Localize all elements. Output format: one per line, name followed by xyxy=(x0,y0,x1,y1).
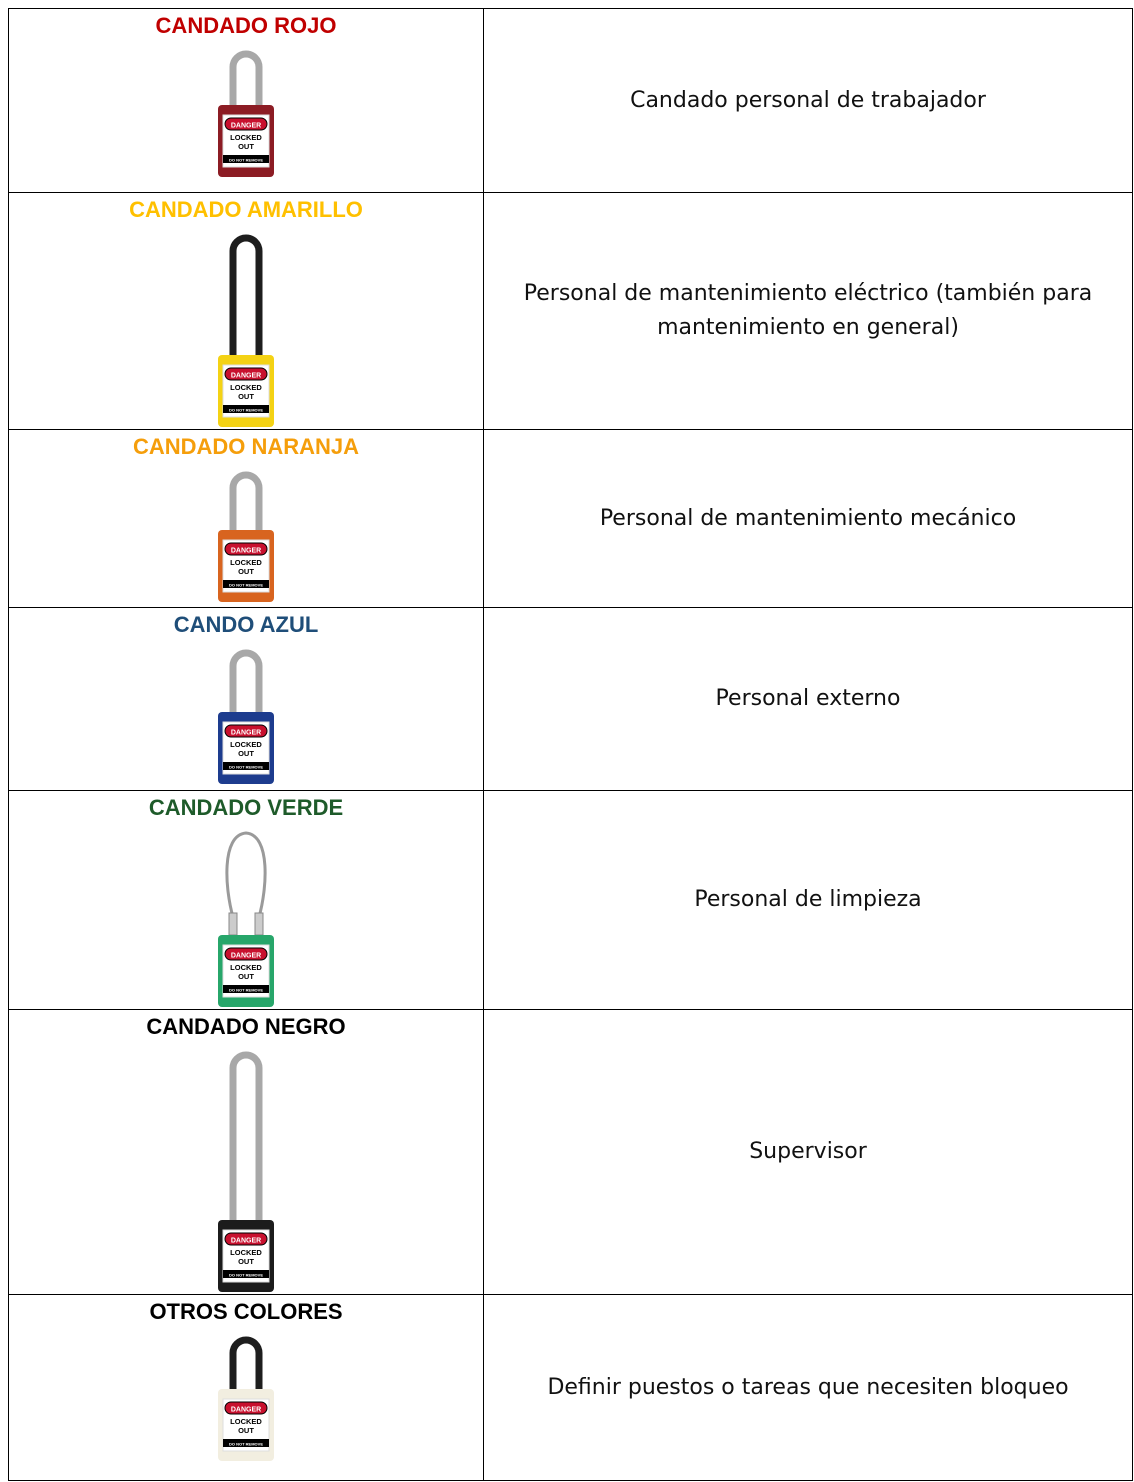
out-text: OUT xyxy=(238,142,254,151)
shackle xyxy=(229,1051,263,1220)
lock-cell: CANDADO NARANJA DANGER LOCKED OUT DO NOT REM… xyxy=(8,429,484,608)
remove-text: DO NOT REMOVE xyxy=(229,583,263,588)
lock-cell: CANDO AZUL DANGER LOCKED OUT DO NOT REMOVE xyxy=(8,607,484,791)
danger-oval xyxy=(224,367,268,381)
remove-text: DO NOT REMOVE xyxy=(229,408,263,413)
description: Supervisor xyxy=(483,1009,1133,1295)
lock-title: CANDADO AMARILLO xyxy=(129,197,363,222)
table-row: CANDO AZUL DANGER LOCKED OUT DO NOT REMOVE Pe… xyxy=(8,607,1133,791)
locked-text: LOCKED xyxy=(230,963,262,972)
danger-text: DANGER xyxy=(231,953,261,960)
lock-title: CANDADO ROJO xyxy=(155,13,337,38)
lock-cell: CANDADO ROJO DANGER LOCKED OUT DO NOT REMOVE xyxy=(8,8,484,193)
description: Personal de mantenimiento eléctrico (tam… xyxy=(483,192,1133,430)
collar xyxy=(228,912,238,936)
danger-oval xyxy=(224,117,268,131)
lock-cell: CANDADO VERDE DANGER LOCKED OUT DO NOT REMOV… xyxy=(8,790,484,1010)
lock-cell: CANDADO NEGRO DANGER LOCKED OUT DO NOT REMOV… xyxy=(8,1009,484,1295)
danger-text: DANGER xyxy=(231,123,261,130)
lock-title: CANDADO NARANJA xyxy=(132,434,360,459)
locked-text: LOCKED xyxy=(230,1248,262,1257)
padlock-table: CANDADO ROJO DANGER LOCKED OUT DO NOT REMOVE… xyxy=(8,8,1133,1481)
danger-text: DANGER xyxy=(231,1407,261,1414)
collar xyxy=(254,912,264,936)
danger-oval xyxy=(224,724,268,738)
out-text: OUT xyxy=(238,749,254,758)
lock-cell: OTROS COLORES DANGER LOCKED OUT DO NOT REMOV… xyxy=(8,1294,484,1481)
lock-title: CANDO AZUL xyxy=(173,612,319,637)
danger-text: DANGER xyxy=(231,730,261,737)
lock-title: OTROS COLORES xyxy=(149,1299,343,1324)
shackle xyxy=(229,50,263,105)
description: Candado personal de trabajador xyxy=(483,8,1133,193)
lock-cell: CANDADO AMARILLO DANGER LOCKED OUT DO NOT RE… xyxy=(8,192,484,430)
danger-oval xyxy=(224,1401,268,1415)
remove-strip xyxy=(223,1439,269,1447)
shackle xyxy=(229,649,263,712)
shackle xyxy=(229,234,263,355)
out-text: OUT xyxy=(238,1257,254,1266)
danger-text: DANGER xyxy=(231,548,261,555)
table-row: CANDADO NEGRO DANGER LOCKED OUT DO NOT REMOV… xyxy=(8,1009,1133,1295)
remove-strip xyxy=(223,762,269,770)
out-text: OUT xyxy=(238,567,254,576)
out-text: OUT xyxy=(238,972,254,981)
table-row: OTROS COLORES DANGER LOCKED OUT DO NOT REMOV… xyxy=(8,1294,1133,1481)
shackle xyxy=(229,1336,263,1389)
danger-text: DANGER xyxy=(231,1238,261,1245)
danger-oval xyxy=(224,1232,268,1246)
table-row: CANDADO ROJO DANGER LOCKED OUT DO NOT REMOVE… xyxy=(8,8,1133,193)
remove-text: DO NOT REMOVE xyxy=(229,1442,263,1447)
remove-text: DO NOT REMOVE xyxy=(229,158,263,163)
lock-title: CANDADO NEGRO xyxy=(146,1014,346,1039)
remove-text: DO NOT REMOVE xyxy=(229,765,263,770)
danger-text: DANGER xyxy=(231,373,261,380)
danger-oval xyxy=(224,542,268,556)
locked-text: LOCKED xyxy=(230,133,262,142)
remove-strip xyxy=(223,1270,269,1278)
description: Personal de limpieza xyxy=(483,790,1133,1010)
table-row: CANDADO AMARILLO DANGER LOCKED OUT DO NOT RE… xyxy=(8,192,1133,430)
description: Personal externo xyxy=(483,607,1133,791)
lock-title: CANDADO VERDE xyxy=(148,795,344,820)
remove-strip xyxy=(223,155,269,163)
locked-text: LOCKED xyxy=(230,1417,262,1426)
remove-strip xyxy=(223,985,269,993)
danger-oval xyxy=(224,947,268,961)
out-text: OUT xyxy=(238,1426,254,1435)
locked-text: LOCKED xyxy=(230,558,262,567)
table-row: CANDADO VERDE DANGER LOCKED OUT DO NOT REMOV… xyxy=(8,790,1133,1010)
description: Personal de mantenimiento mecánico xyxy=(483,429,1133,608)
locked-text: LOCKED xyxy=(230,740,262,749)
cable-shackle xyxy=(225,831,267,935)
remove-text: DO NOT REMOVE xyxy=(229,1273,263,1278)
table-row: CANDADO NARANJA DANGER LOCKED OUT DO NOT REM… xyxy=(8,429,1133,608)
description: Definir puestos o tareas que necesiten b… xyxy=(483,1294,1133,1481)
remove-strip xyxy=(223,405,269,413)
remove-strip xyxy=(223,580,269,588)
out-text: OUT xyxy=(238,392,254,401)
locked-text: LOCKED xyxy=(230,383,262,392)
shackle xyxy=(229,471,263,530)
remove-text: DO NOT REMOVE xyxy=(229,988,263,993)
